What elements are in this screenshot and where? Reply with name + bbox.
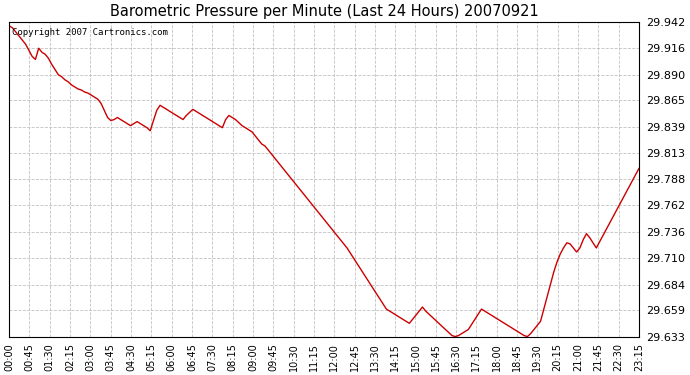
Title: Barometric Pressure per Minute (Last 24 Hours) 20070921: Barometric Pressure per Minute (Last 24 …: [110, 4, 538, 19]
Text: Copyright 2007 Cartronics.com: Copyright 2007 Cartronics.com: [12, 28, 168, 37]
